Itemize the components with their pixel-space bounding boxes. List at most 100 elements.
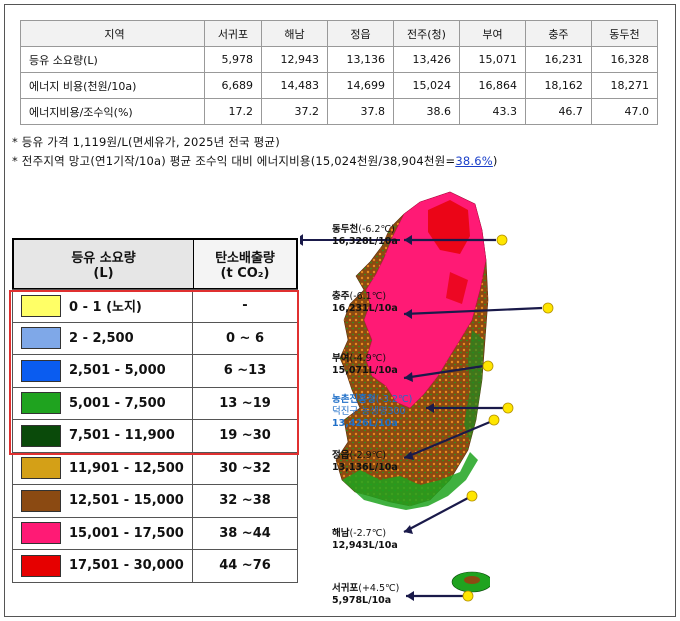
arrow-line xyxy=(403,364,485,380)
label-seogwipo: 서귀포(+4.5℃) 5,978L/10a xyxy=(332,583,399,607)
table-cell: 13,426 xyxy=(392,46,460,73)
legend-range: 7,501 - 11,900 xyxy=(69,428,175,444)
label-rda: 농촌진흥청(-3.2℃) 덕진구 농생명300 13,426L/10a xyxy=(332,394,412,430)
legend-swatch xyxy=(21,489,61,512)
ratio-highlight: 38.6% xyxy=(455,154,493,168)
city-name: 서귀포 xyxy=(332,583,359,594)
table-cell: 37.8 xyxy=(327,98,394,125)
city-name: 동두천 xyxy=(332,224,359,235)
city-name: 해남 xyxy=(332,528,350,539)
table-cell: 16,328 xyxy=(590,46,659,73)
legend-header-kerosene-unit: (L) xyxy=(93,266,114,281)
city-value: 16,328L/10a xyxy=(332,236,398,247)
city-value: 5,978L/10a xyxy=(332,595,392,606)
legend-row: 12,501 - 15,000 32 ~38 xyxy=(12,484,298,518)
legend-range: 2 - 2,500 xyxy=(69,330,134,346)
legend-swatch xyxy=(21,359,61,382)
ratio-note-end: ) xyxy=(492,154,498,168)
table-cell: 43.3 xyxy=(458,98,526,125)
label-chungju: 충주(-6.1℃) 16,231L/10a xyxy=(332,291,398,315)
city-address: 덕진구 농생명300 xyxy=(332,406,406,417)
city-arrows xyxy=(300,234,400,246)
mountain-region xyxy=(446,272,468,304)
arrow-line xyxy=(403,306,543,316)
row-label: 등유 소요량(L) xyxy=(20,46,205,73)
table-header-row: 지역 서귀포 해남 정읍 전주(청) 부여 충주 동두천 xyxy=(20,20,659,47)
arrow-line xyxy=(403,497,469,533)
legend-co2: 30 ~32 xyxy=(219,460,271,476)
table-cell: 12,943 xyxy=(261,46,328,73)
header-cell: 부여 xyxy=(458,20,526,47)
arrow-line xyxy=(403,420,491,460)
location-seogwipo xyxy=(462,590,474,602)
legend-co2: 19 ~30 xyxy=(219,428,271,444)
city-temp: (-2.7℃) xyxy=(349,528,387,539)
southern-coast-region xyxy=(342,452,478,510)
legend-co2: 13 ~19 xyxy=(219,395,271,411)
legend-header-co2: 탄소배출량 (t CO₂) xyxy=(194,240,296,288)
legend-header-co2-unit: (t CO₂) xyxy=(220,266,270,281)
location-jeongeup xyxy=(488,414,500,426)
legend-swatch xyxy=(21,424,61,447)
row-label: 에너지비용/조수익(%) xyxy=(20,98,205,125)
arrowhead xyxy=(406,591,414,601)
legend-swatch xyxy=(21,327,61,350)
header-cell: 동두천 xyxy=(590,20,659,47)
legend-range: 11,901 - 12,500 xyxy=(69,460,184,476)
header-cell: 해남 xyxy=(261,20,328,47)
table-cell: 15,071 xyxy=(458,46,526,73)
city-name: 정읍 xyxy=(332,450,350,461)
header-cell: 전주(청) xyxy=(392,20,460,47)
label-dongducheon: 동두천(-6.2℃) 16,328L/10a xyxy=(332,224,398,248)
legend-swatch xyxy=(21,554,61,577)
legend-co2: 38 ~44 xyxy=(219,525,271,541)
legend-range-cell: 0 - 1 (노지) xyxy=(13,290,193,322)
location-rda xyxy=(502,402,514,414)
legend-swatch xyxy=(21,294,61,317)
city-annotations xyxy=(403,234,554,602)
table-cell: 14,699 xyxy=(327,72,394,99)
table-row: 등유 소요량(L) 5,978 12,943 13,136 13,426 15,… xyxy=(20,46,659,73)
legend-range-cell: 17,501 - 30,000 xyxy=(13,550,193,582)
legend-range: 0 - 1 (노지) xyxy=(69,300,142,316)
table-cell: 14,483 xyxy=(261,72,328,99)
legend-swatch xyxy=(21,457,61,480)
table-cell: 18,162 xyxy=(524,72,592,99)
location-buyeo xyxy=(482,360,494,372)
row-label: 에너지 비용(천원/10a) xyxy=(20,72,205,99)
table-cell: 6,689 xyxy=(203,72,263,99)
table-cell: 18,271 xyxy=(590,72,659,99)
city-temp: (-6.2℃) xyxy=(358,224,395,235)
location-dongducheon xyxy=(496,234,508,246)
legend-range-cell: 11,901 - 12,500 xyxy=(13,452,193,484)
header-cell: 서귀포 xyxy=(203,20,263,47)
location-haenam xyxy=(466,490,478,502)
legend-range: 17,501 - 30,000 xyxy=(69,558,184,574)
ratio-note-text: * 전주지역 망고(연1기작/10a) 평균 조수익 대비 에너지비용(15,0… xyxy=(12,154,456,168)
arrowhead-dongducheon xyxy=(300,234,303,246)
legend-co2: 0 ~ 6 xyxy=(225,330,265,346)
table-cell: 47.0 xyxy=(590,98,659,125)
legend-range-cell: 2 - 2,500 xyxy=(13,322,193,354)
legend-range-cell: 15,001 - 17,500 xyxy=(13,517,193,549)
table-cell: 16,864 xyxy=(458,72,526,99)
legend-header-kerosene-title: 등유 소요량 xyxy=(71,251,136,266)
table-cell: 38.6 xyxy=(392,98,460,125)
city-name: 부여 xyxy=(332,353,350,364)
table-cell: 16,231 xyxy=(524,46,592,73)
city-temp: (+4.5℃) xyxy=(358,583,400,594)
legend-row: 17,501 - 30,000 44 ~76 xyxy=(12,549,298,583)
label-jeongeup: 정읍(-2.9℃) 13,136L/10a xyxy=(332,450,398,474)
table-row: 에너지비용/조수익(%) 17.2 37.2 37.8 38.6 43.3 46… xyxy=(20,98,659,125)
city-value: 16,231L/10a xyxy=(332,303,398,314)
legend-co2: - xyxy=(242,298,248,314)
table-cell: 5,978 xyxy=(203,46,263,73)
header-cell: 충주 xyxy=(524,20,592,47)
header-cell: 지역 xyxy=(20,20,205,47)
legend-swatch xyxy=(21,522,61,545)
table-cell: 15,024 xyxy=(392,72,460,99)
table-row: 에너지 비용(천원/10a) 6,689 14,483 14,699 15,02… xyxy=(20,72,659,99)
city-name: 충주 xyxy=(332,291,350,302)
city-value: 15,071L/10a xyxy=(332,365,398,376)
city-temp: (-2.9℃) xyxy=(349,450,387,461)
